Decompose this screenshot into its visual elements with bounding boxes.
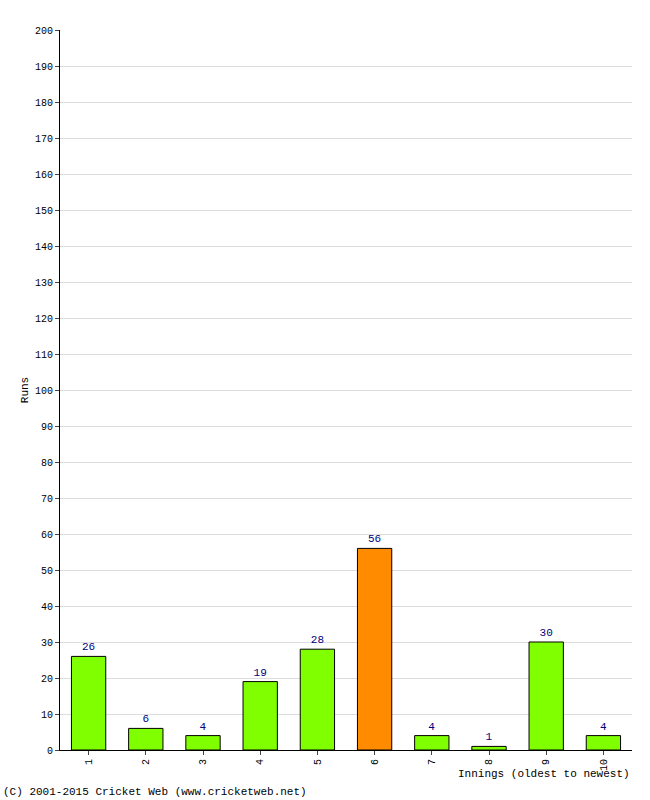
svg-text:30: 30: [540, 627, 553, 639]
svg-text:1: 1: [486, 731, 493, 743]
svg-text:20: 20: [41, 674, 53, 685]
svg-text:200: 200: [35, 26, 53, 37]
svg-text:6: 6: [142, 713, 149, 725]
svg-text:7: 7: [427, 759, 438, 765]
svg-text:10: 10: [599, 759, 610, 771]
svg-text:10: 10: [41, 710, 53, 721]
svg-text:160: 160: [35, 170, 53, 181]
svg-text:100: 100: [35, 386, 53, 397]
svg-text:28: 28: [311, 634, 324, 646]
svg-text:30: 30: [41, 638, 53, 649]
svg-text:4: 4: [200, 721, 207, 733]
svg-text:140: 140: [35, 242, 53, 253]
svg-text:8: 8: [484, 759, 495, 765]
svg-text:2: 2: [141, 759, 152, 765]
svg-text:110: 110: [35, 350, 53, 361]
svg-text:4: 4: [255, 759, 266, 765]
svg-text:0: 0: [47, 746, 53, 757]
svg-text:1: 1: [84, 759, 95, 765]
svg-text:4: 4: [428, 721, 435, 733]
svg-text:6: 6: [370, 759, 381, 765]
svg-text:130: 130: [35, 278, 53, 289]
svg-text:Innings (oldest to newest): Innings (oldest to newest): [458, 768, 630, 780]
svg-text:170: 170: [35, 134, 53, 145]
svg-text:70: 70: [41, 494, 53, 505]
svg-text:180: 180: [35, 98, 53, 109]
svg-text:80: 80: [41, 458, 53, 469]
svg-text:3: 3: [198, 759, 209, 765]
svg-text:190: 190: [35, 62, 53, 73]
svg-text:19: 19: [254, 667, 267, 679]
svg-text:Runs: Runs: [19, 377, 31, 403]
svg-text:9: 9: [541, 759, 552, 765]
svg-text:50: 50: [41, 566, 53, 577]
svg-text:4: 4: [600, 721, 607, 733]
svg-text:40: 40: [41, 602, 53, 613]
svg-text:(C) 2001-2015 Cricket Web (www: (C) 2001-2015 Cricket Web (www.cricketwe…: [3, 786, 307, 798]
svg-text:90: 90: [41, 422, 53, 433]
svg-text:120: 120: [35, 314, 53, 325]
svg-text:56: 56: [368, 533, 381, 545]
svg-text:150: 150: [35, 206, 53, 217]
svg-text:5: 5: [313, 759, 324, 765]
svg-text:26: 26: [82, 641, 95, 653]
svg-text:60: 60: [41, 530, 53, 541]
